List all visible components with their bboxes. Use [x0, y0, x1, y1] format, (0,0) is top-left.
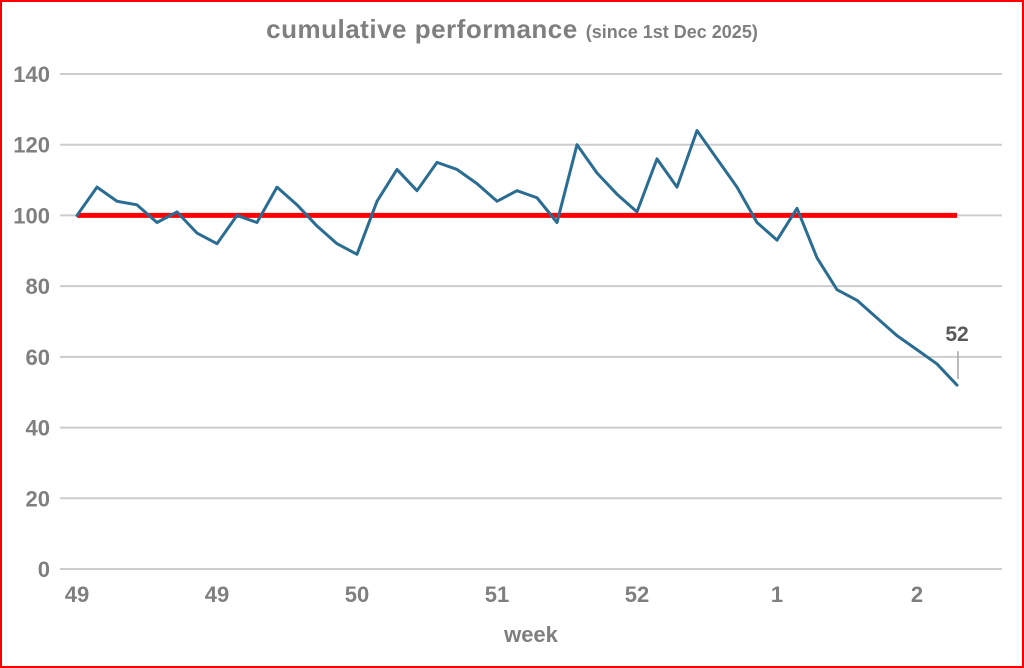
series-end-data-label: 52	[945, 323, 969, 347]
x-axis-title: week	[503, 622, 559, 647]
x-tick-label: 2	[911, 582, 923, 607]
y-tick-label: 120	[13, 133, 50, 158]
x-tick-label: 52	[625, 582, 649, 607]
x-tick-label: 49	[65, 582, 89, 607]
y-tick-label: 140	[13, 62, 50, 87]
x-tick-label: 51	[485, 582, 509, 607]
chart-title: cumulative performance	[266, 14, 578, 44]
y-tick-label: 0	[38, 557, 50, 582]
y-tick-label: 80	[26, 274, 50, 299]
y-tick-label: 20	[26, 486, 50, 511]
y-tick-label: 100	[13, 203, 50, 228]
x-tick-label: 49	[205, 582, 229, 607]
chart-subtitle: (since 1st Dec 2025)	[585, 22, 758, 42]
x-tick-label: 1	[771, 582, 783, 607]
x-tick-label: 50	[345, 582, 369, 607]
series-line	[75, 129, 959, 387]
chart-title-block: cumulative performance (since 1st Dec 202…	[2, 14, 1022, 45]
y-tick-label: 60	[26, 345, 50, 370]
y-tick-label: 40	[26, 416, 50, 441]
